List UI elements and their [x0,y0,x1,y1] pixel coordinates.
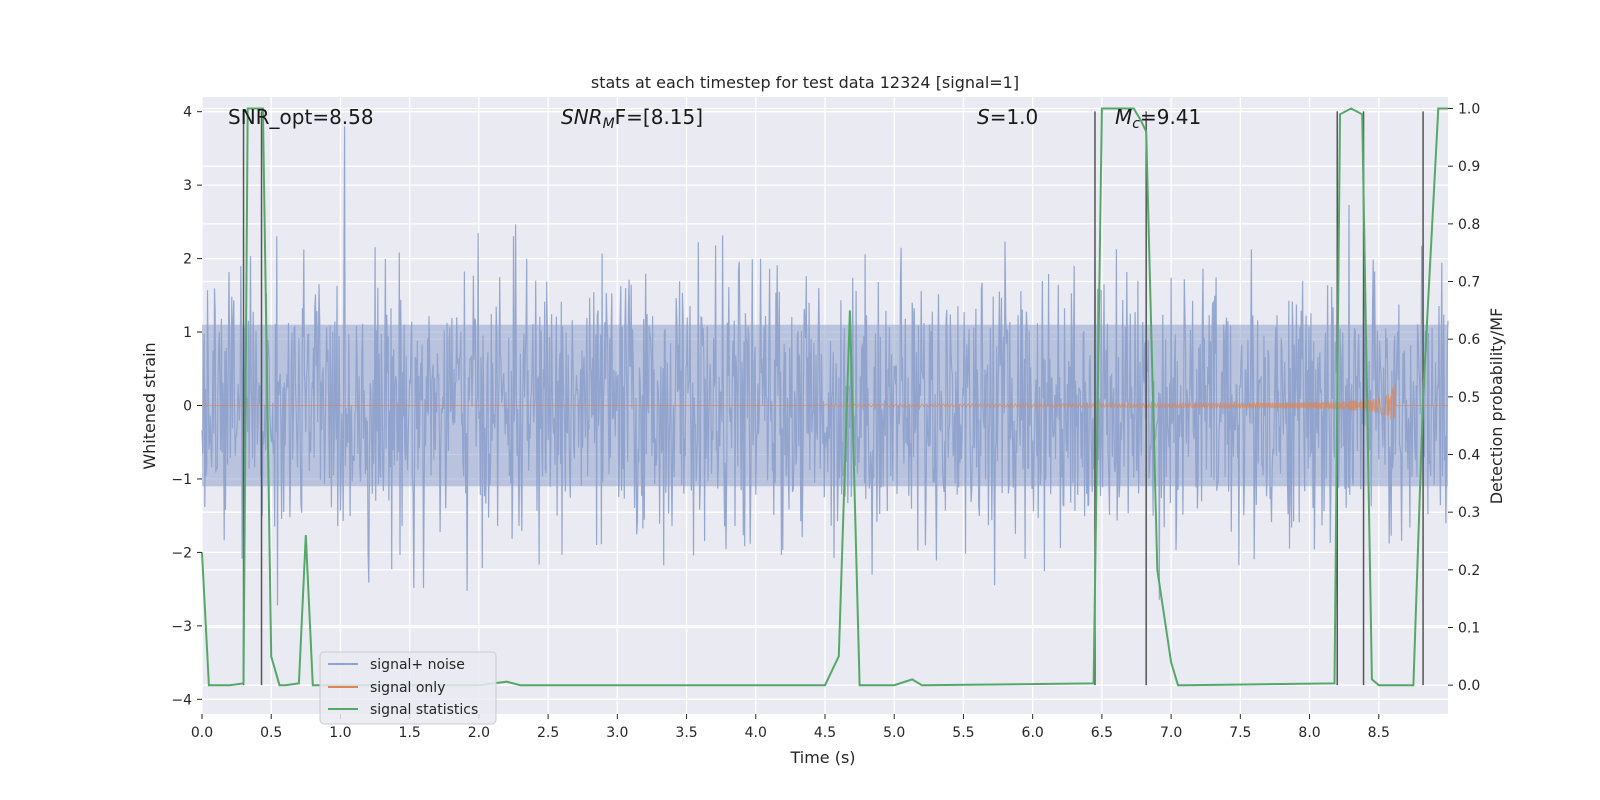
y-right-tick-label-1: 0.9 [1458,159,1480,175]
legend-entry-signal-statistics: signal statistics [370,702,478,718]
annotation-snr-mf-tail: F=[8.15] [615,105,703,129]
series-signal-statistics [201,107,1448,687]
y-left-tick-label-4: 0 [183,399,192,415]
y-left-tick-label-5: −1 [171,472,192,488]
x-tick-label-9: 4.5 [814,725,836,741]
chart-title: stats at each timestep for test data 123… [591,73,1019,92]
chirp-trace [202,385,1448,420]
x-tick-label-17: 8.5 [1368,725,1390,741]
x-tick-label-10: 5.0 [883,725,905,741]
y-right-tick-label-8: 0.2 [1458,563,1480,579]
stats-line [201,107,1448,687]
y-left-tick-label-2: 2 [183,252,192,268]
y-right-tick-label-10: 0.0 [1458,678,1480,694]
annotation-s: S=1.0 [977,105,1038,129]
legend-entry-signal-plus-noise: signal+ noise [370,657,465,673]
x-tick-label-3: 1.5 [399,725,421,741]
y-right-tick-label-2: 0.8 [1458,217,1480,233]
y-right-tick-label-4: 0.6 [1458,332,1480,348]
x-tick-label-8: 4.0 [745,725,767,741]
x-tick-label-12: 6.0 [1022,725,1044,741]
x-tick-label-11: 5.5 [952,725,974,741]
x-tick-label-14: 7.0 [1160,725,1182,741]
x-tick-label-15: 7.5 [1229,725,1251,741]
y-right-tick-label-5: 0.5 [1458,390,1480,406]
annotation-mc: Mc=9.41 [1115,105,1201,132]
x-tick-label-2: 1.0 [329,725,351,741]
annotation-mc-main: M [1115,105,1132,129]
x-tick-label-5: 2.5 [537,725,559,741]
x-tick-label-4: 2.0 [468,725,490,741]
y-right-tick-label-3: 0.7 [1458,275,1480,291]
series-signal-only [202,385,1448,420]
y-left-tick-label-7: −3 [171,619,192,635]
annotation-snr-mf-main: SNR [561,105,603,129]
annotation-mc-sub: c [1132,116,1140,132]
legend: signal+ noise signal only signal statist… [319,651,497,725]
y-left-tick-label-0: 4 [183,105,192,121]
x-tick-label-7: 3.5 [675,725,697,741]
x-axis-label: Time (s) [789,748,855,767]
annotation-snr-mf-sub: M [603,116,615,132]
x-tick-label-1: 0.5 [260,725,282,741]
y-right-tick-label-7: 0.3 [1458,505,1480,521]
x-tick-label-0: 0.0 [191,725,213,741]
legend-entry-signal-only: signal only [370,680,445,696]
y-axis-left-ticks: 4 3 2 1 0 −1 −2 −3 −4 [171,105,202,708]
y-right-tick-label-6: 0.4 [1458,448,1480,464]
annotation-s-main: S [977,105,990,129]
annotation-snr-mf: SNRMF=[8.15] [561,105,703,132]
y-right-tick-label-0: 1.0 [1458,102,1480,118]
y-axis-left-label: Whitened strain [140,342,159,469]
y-left-tick-label-8: −4 [171,692,192,708]
y-left-tick-label-6: −2 [171,545,192,561]
annotation-snr-opt: SNR_opt=8.58 [228,105,374,129]
x-tick-label-13: 6.5 [1091,725,1113,741]
legend-box [319,651,497,725]
x-axis-ticks: 0.0 0.5 1.0 1.5 2.0 2.5 3.0 3.5 4.0 4.5 5.0 5.5 6.0 6… [191,714,1390,741]
y-left-tick-label-1: 3 [183,178,192,194]
y-axis-right-ticks: 1.0 0.9 0.8 0.7 0.6 0.5 0.4 0.3 0.2 0.1 0.0 [1448,102,1480,694]
y-right-tick-label-9: 0.1 [1458,621,1480,637]
y-axis-right-label: Detection probability/MF [1487,308,1506,505]
x-tick-label-16: 8.0 [1298,725,1320,741]
y-left-tick-label-3: 1 [183,325,192,341]
annotation-mc-tail: =9.41 [1140,105,1201,129]
x-tick-label-6: 3.0 [606,725,628,741]
annotation-s-tail: =1.0 [990,105,1039,129]
